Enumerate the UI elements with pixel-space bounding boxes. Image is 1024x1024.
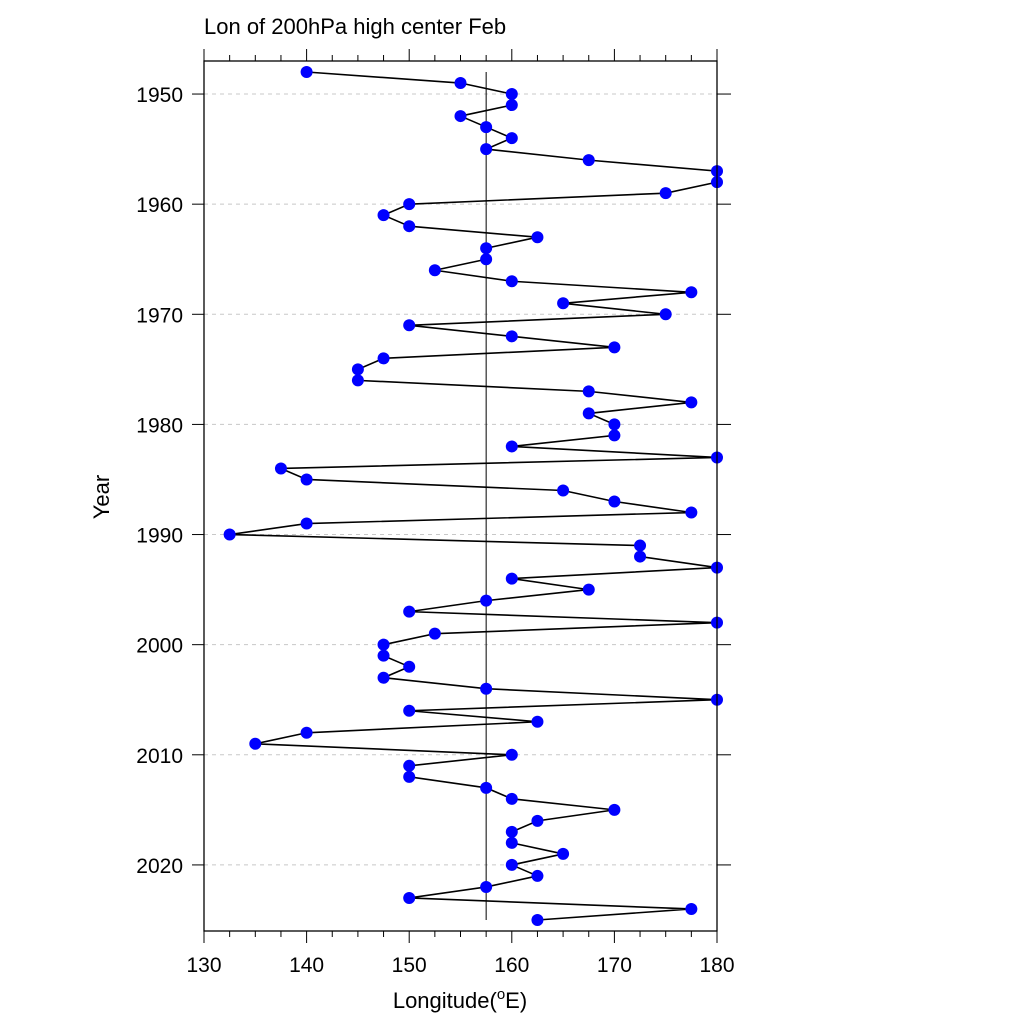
data-point-2022 [480,880,493,893]
y-tick-label-1980: 1980 [136,414,183,437]
data-point-2003 [377,671,390,684]
data-point-1953 [480,121,493,134]
x-tick-label-140: 140 [289,954,324,977]
data-point-1969 [557,297,570,310]
data-point-1979 [582,407,595,420]
data-point-1968 [685,286,698,299]
data-point-2024 [685,902,698,915]
data-point-2019 [557,847,570,860]
data-point-2014 [505,792,518,805]
data-point-2009 [249,737,262,750]
y-tick-label-2020: 2020 [136,855,183,878]
y-axis-label: Year [89,475,114,519]
series-line [229,71,718,921]
x-tick-label-170: 170 [597,954,632,977]
data-point-1962 [403,220,416,233]
data-point-1994 [505,572,518,585]
data-point-2018 [505,836,518,849]
data-point-2016 [531,814,544,827]
data-point-2012 [403,770,416,783]
markers [223,66,723,926]
data-point-1996 [480,594,493,607]
data-point-1980 [608,418,621,431]
data-point-1963 [531,231,544,244]
data-point-1985 [300,473,313,486]
data-point-1992 [634,550,647,563]
data-point-2025 [531,913,544,926]
data-point-2002 [403,660,416,673]
data-point-1967 [505,275,518,288]
x-axis-label: Longitude(oE) [393,986,527,1013]
x-axis-label-main: Longitude( [393,988,498,1013]
plot-frame [203,60,718,932]
y-tick-label-1990: 1990 [136,525,183,548]
data-point-2007 [531,715,544,728]
data-point-1972 [505,330,518,343]
x-tick-label-130: 130 [186,954,221,977]
data-point-1982 [505,440,518,453]
data-point-1948 [300,66,313,79]
data-point-1959 [659,187,672,200]
data-point-2017 [505,825,518,838]
y-tick-label-1960: 1960 [136,194,183,217]
data-point-1987 [608,495,621,508]
x-tick-label-150: 150 [392,954,427,977]
data-point-2001 [377,649,390,662]
tick-labels: 130 140 150 160 170 180 1950 1960 1970 1980 1990 20… [136,84,734,977]
data-point-1986 [557,484,570,497]
data-point-1988 [685,506,698,519]
data-point-1984 [274,462,287,475]
data-point-1951 [505,99,518,112]
chart-title: Lon of 200hPa high center Feb [204,14,506,39]
data-point-1964 [480,242,493,255]
data-point-1956 [582,154,595,167]
data-point-1955 [480,143,493,156]
data-point-1976 [351,374,364,387]
data-point-2011 [403,759,416,772]
x-axis-label-unit: E) [505,988,527,1013]
y-tick-label-1950: 1950 [136,84,183,107]
data-point-1966 [428,264,441,277]
data-point-1954 [505,132,518,145]
data-point-2010 [505,748,518,761]
data-point-1990 [223,528,236,541]
x-tick-label-180: 180 [699,954,734,977]
grid [204,93,717,866]
data-point-2004 [480,682,493,695]
data-point-1950 [505,88,518,101]
data-point-1978 [685,396,698,409]
data-point-2000 [377,638,390,651]
data-point-1952 [454,110,467,123]
data-point-1999 [428,627,441,640]
data-point-1981 [608,429,621,442]
data-point-2023 [403,891,416,904]
data-point-2006 [403,704,416,717]
data-point-1974 [377,352,390,365]
data-point-1995 [582,583,595,596]
data-point-1960 [403,198,416,211]
data-point-1977 [582,385,595,398]
data-point-1961 [377,209,390,222]
data-point-1989 [300,517,313,530]
data-point-2015 [608,803,621,816]
y-tick-label-2000: 2000 [136,635,183,658]
data-point-2008 [300,726,313,739]
data-point-2021 [531,869,544,882]
ticks [192,49,731,943]
data-point-2020 [505,858,518,871]
data-point-1973 [608,341,621,354]
data-point-1991 [634,539,647,552]
x-tick-label-160: 160 [494,954,529,977]
data-point-1971 [403,319,416,332]
y-tick-label-2010: 2010 [136,745,183,768]
x-axis-label-degree: o [497,986,505,1003]
data-point-1949 [454,77,467,90]
data-point-1975 [351,363,364,376]
data-point-2013 [480,781,493,794]
data-point-1965 [480,253,493,266]
y-tick-label-1970: 1970 [136,304,183,327]
data-point-1970 [659,308,672,321]
data-point-1997 [403,605,416,618]
